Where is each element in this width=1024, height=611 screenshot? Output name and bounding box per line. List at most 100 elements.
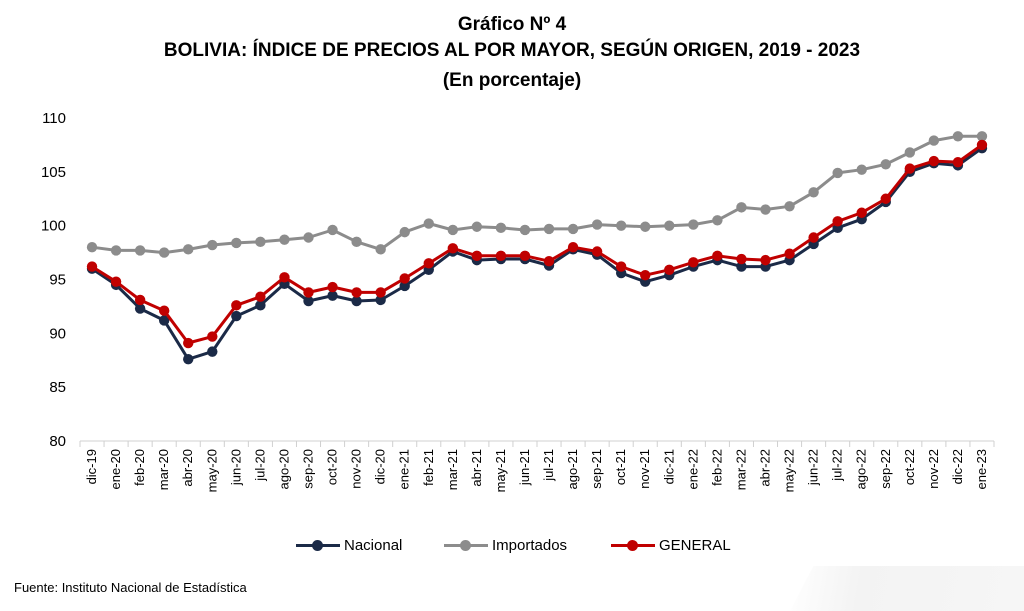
- legend-item-nacional: Nacional: [296, 533, 402, 557]
- y-tick-label: 85: [49, 379, 66, 396]
- data-point-importados: [519, 224, 531, 236]
- data-point-importados: [231, 237, 242, 249]
- chart-subtitle: (En porcentaje): [442, 70, 582, 91]
- data-point-general: [640, 269, 651, 281]
- data-point-nacional: [255, 300, 266, 311]
- data-point-importados: [688, 219, 699, 230]
- x-tick-label: mar-20: [156, 449, 171, 490]
- data-point-importados: [495, 222, 507, 234]
- source-note: Fuente: Instituto Nacional de Estadístic…: [14, 580, 247, 595]
- x-tick-label: jun-21: [517, 449, 532, 486]
- data-point-importados: [351, 236, 362, 248]
- x-tick-label: ene-22: [685, 449, 700, 489]
- data-point-nacional: [327, 290, 338, 301]
- data-point-general: [86, 261, 98, 272]
- data-point-general: [255, 291, 266, 302]
- x-tick-label: sep-20: [301, 449, 316, 489]
- x-tick-label: abr-20: [180, 449, 195, 487]
- data-point-importados: [832, 167, 843, 179]
- x-axis-tickmarks: [79, 441, 995, 447]
- data-point-general: [904, 163, 916, 174]
- x-tick-label: ago-21: [565, 449, 580, 489]
- y-axis-ticks: 80 85 90 95 100 105 110: [41, 110, 66, 450]
- x-tick-label: jul-22: [830, 449, 845, 482]
- x-tick-label: sep-22: [878, 449, 893, 489]
- data-point-general: [375, 287, 386, 298]
- y-tick-label: 105: [41, 164, 66, 181]
- data-point-general: [736, 253, 747, 265]
- data-point-importados: [255, 236, 266, 248]
- data-point-importados: [712, 215, 723, 226]
- data-point-nacional: [134, 303, 146, 314]
- series-line-nacional: [91, 146, 983, 361]
- series-layer: [86, 131, 988, 365]
- y-tick-label: 110: [42, 110, 66, 127]
- data-point-general: [279, 272, 290, 283]
- data-point-importados: [375, 244, 386, 255]
- x-tick-label: dic-20: [373, 449, 388, 484]
- data-point-general: [303, 287, 314, 298]
- y-tick-label: 100: [41, 218, 66, 235]
- x-tick-label: nov-21: [637, 449, 652, 489]
- data-point-importados: [303, 232, 314, 243]
- x-tick-label: dic-19: [84, 449, 99, 484]
- data-point-importados: [134, 245, 146, 256]
- x-tick-label: jun-22: [806, 449, 821, 486]
- data-point-general: [471, 250, 483, 262]
- data-point-nacional: [351, 295, 362, 307]
- legend-label-general: GENERAL: [659, 536, 731, 554]
- y-tick-label: 80: [49, 433, 66, 450]
- x-tick-label: feb-22: [709, 449, 724, 486]
- data-point-importados: [279, 234, 290, 245]
- data-point-importados: [86, 242, 98, 253]
- data-point-importados: [183, 244, 194, 255]
- legend-swatch-importados: [444, 539, 488, 551]
- data-point-general: [591, 246, 603, 257]
- x-tick-label: oct-21: [613, 449, 628, 485]
- data-point-importados: [784, 201, 795, 212]
- series-general: [86, 139, 988, 349]
- x-tick-label: jun-20: [228, 449, 243, 486]
- data-point-importados: [760, 204, 771, 215]
- data-point-importados: [327, 224, 338, 236]
- data-point-importados: [976, 131, 988, 142]
- x-tick-label: feb-21: [421, 449, 436, 486]
- legend-item-importados: Importados: [444, 533, 567, 557]
- data-point-general: [952, 156, 964, 168]
- series-nacional: [86, 142, 988, 365]
- data-point-general: [664, 264, 675, 276]
- data-point-importados: [640, 221, 651, 232]
- legend-label-nacional: Nacional: [344, 536, 403, 554]
- x-tick-label: ago-20: [276, 449, 291, 489]
- data-point-importados: [158, 247, 170, 258]
- x-tick-label: may-21: [493, 449, 508, 492]
- data-point-importados: [591, 219, 603, 230]
- data-point-general: [880, 193, 891, 204]
- data-point-nacional: [736, 261, 747, 272]
- data-point-importados: [399, 226, 410, 238]
- x-tick-label: may-22: [782, 449, 797, 492]
- series-line-importados: [91, 134, 982, 255]
- x-tick-label: mar-22: [733, 449, 748, 490]
- data-point-importados: [567, 223, 579, 235]
- data-point-importados: [447, 224, 459, 236]
- data-point-nacional: [303, 295, 314, 307]
- data-point-general: [327, 281, 338, 293]
- data-point-general: [110, 276, 122, 287]
- data-point-general: [832, 216, 843, 227]
- x-tick-label: feb-20: [132, 449, 147, 486]
- legend-label-importados: Importados: [492, 536, 568, 554]
- chart-title-line1: Gráfico Nº 4: [457, 14, 567, 35]
- data-point-general: [928, 155, 940, 167]
- data-point-general: [134, 294, 146, 306]
- x-tick-label: ene-21: [397, 449, 412, 489]
- x-tick-label: ene-20: [108, 449, 123, 489]
- data-point-general: [207, 331, 218, 342]
- legend: Nacional Importados GENERAL: [0, 533, 1024, 557]
- data-point-importados: [928, 135, 940, 146]
- data-point-nacional: [207, 346, 218, 357]
- data-point-importados: [808, 187, 819, 198]
- line-chart: 80 85 90 95 100 105 110 dic-19 ene-20 feb-20 mar-…: [41, 110, 995, 492]
- data-point-general: [543, 255, 555, 267]
- data-point-importados: [880, 159, 891, 170]
